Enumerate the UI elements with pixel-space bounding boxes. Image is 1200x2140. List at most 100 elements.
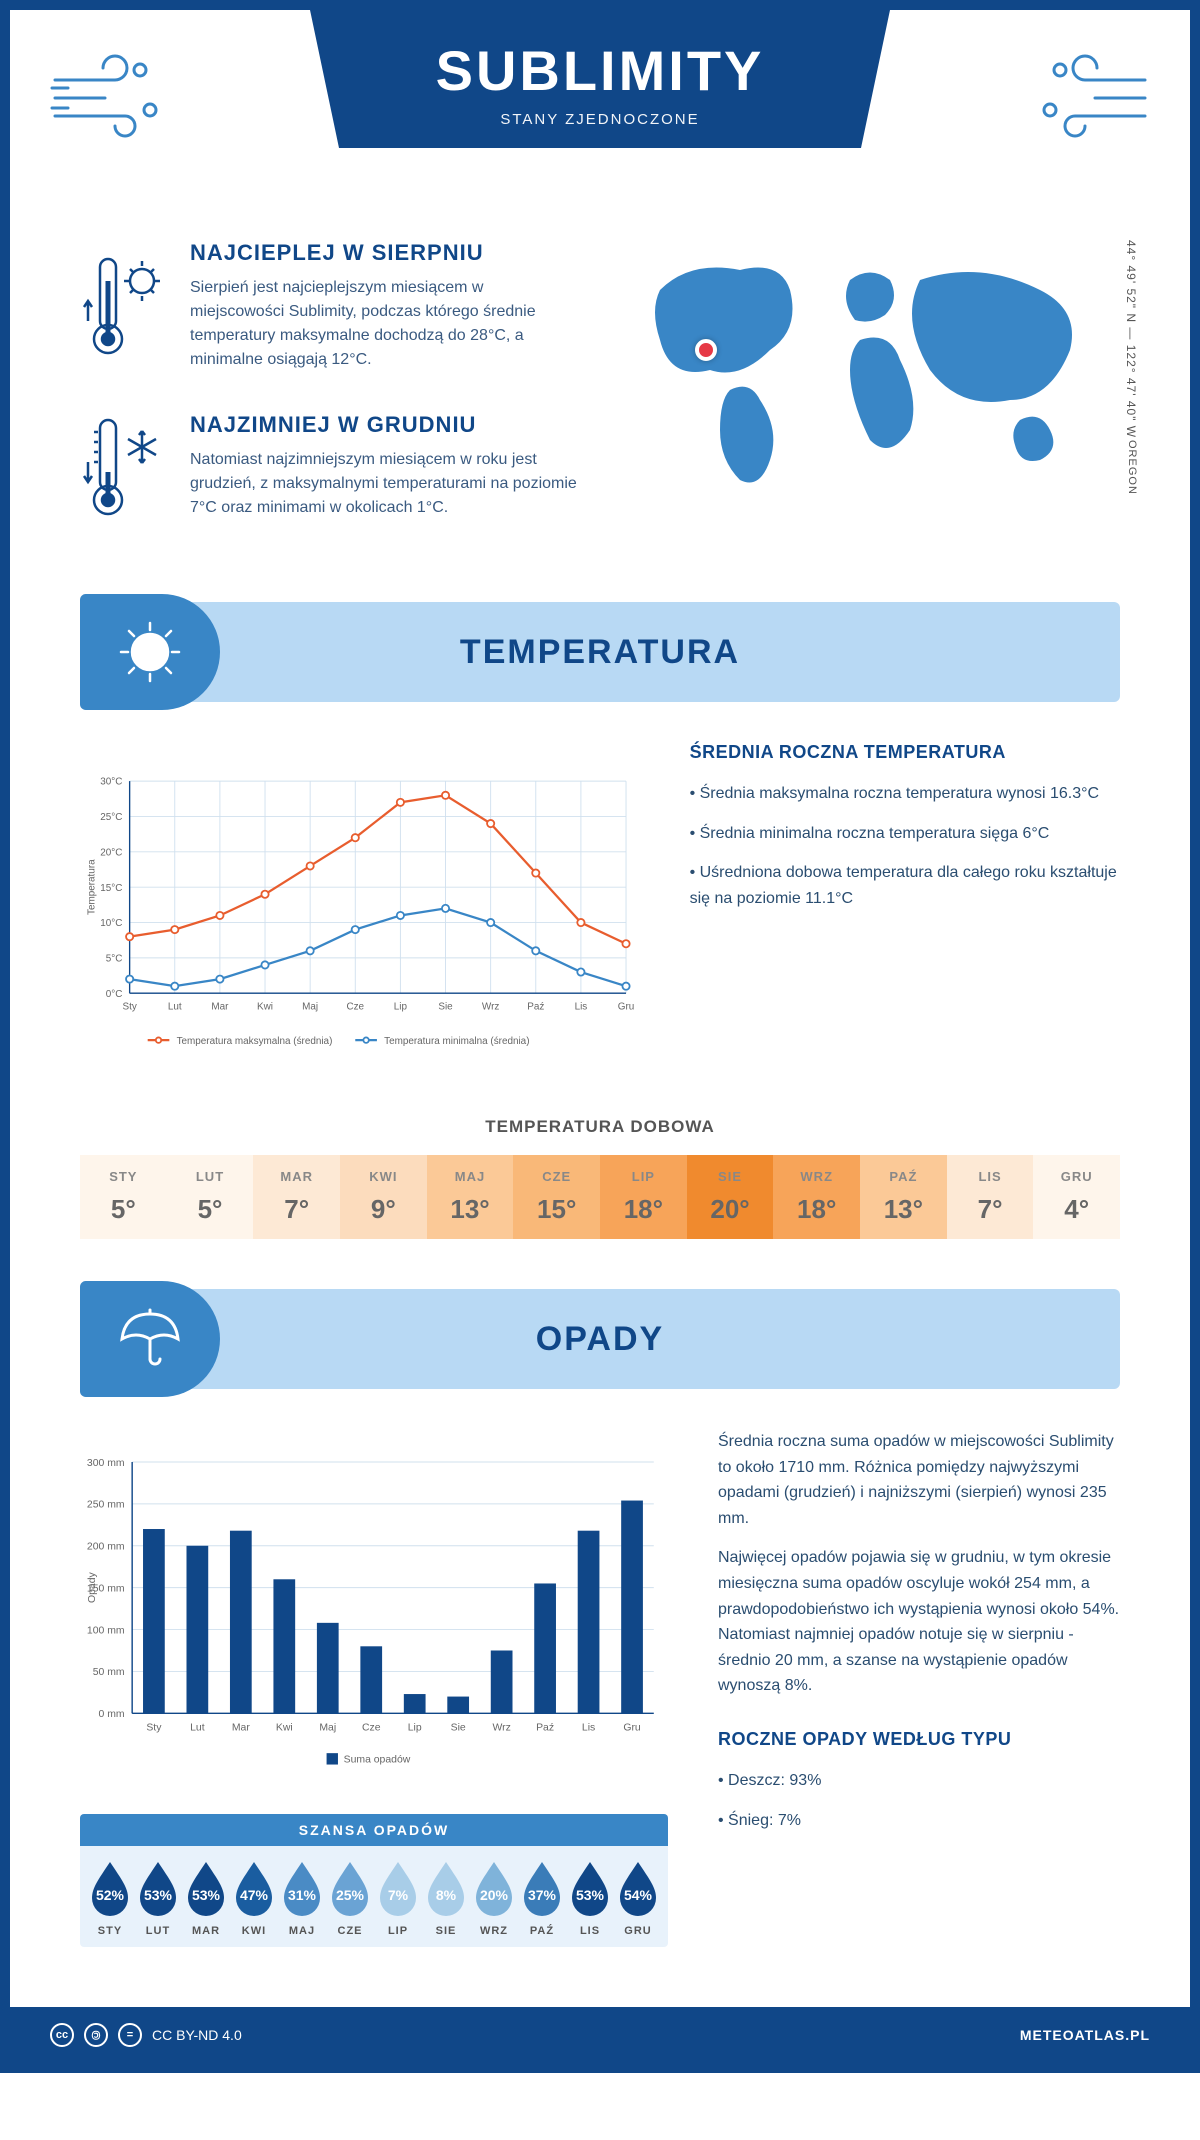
svg-text:300 mm: 300 mm — [87, 1458, 125, 1469]
region-label: OREGON — [1126, 440, 1138, 495]
svg-text:53%: 53% — [144, 1887, 173, 1903]
svg-text:Mar: Mar — [211, 1001, 229, 1012]
drop-cell: 25% CZE — [326, 1858, 374, 1937]
dobowa-cell: LIS7° — [947, 1155, 1034, 1239]
daily-temp-title: TEMPERATURA DOBOWA — [80, 1117, 1120, 1137]
opady-bar-chart: 0 mm50 mm100 mm150 mm200 mm250 mm300 mmS… — [80, 1429, 668, 1789]
svg-text:Cze: Cze — [346, 1001, 364, 1012]
drop-cell: 20% WRZ — [470, 1858, 518, 1937]
svg-text:Lut: Lut — [190, 1722, 205, 1733]
opady-type: • Śnieg: 7% — [718, 1808, 1120, 1834]
dobowa-cell: LUT5° — [167, 1155, 254, 1239]
svg-text:Temperatura minimalna (średnia: Temperatura minimalna (średnia) — [384, 1036, 529, 1047]
dobowa-cell: MAJ13° — [427, 1155, 514, 1239]
header: SUBLIMITY STANY ZJEDNOCZONE — [10, 10, 1190, 190]
svg-text:Wrz: Wrz — [482, 1001, 499, 1012]
temperature-title: TEMPERATURA — [460, 633, 740, 672]
temperature-line-chart: 0°C5°C10°C15°C20°C25°C30°CStyLutMarKwiMa… — [80, 742, 640, 1082]
license-text: CC BY-ND 4.0 — [152, 2027, 242, 2043]
svg-text:Temperatura: Temperatura — [86, 859, 97, 915]
dobowa-cell: STY5° — [80, 1155, 167, 1239]
svg-text:Temperatura maksymalna (średni: Temperatura maksymalna (średnia) — [177, 1036, 333, 1047]
svg-text:7%: 7% — [388, 1887, 409, 1903]
szansa-title: SZANSA OPADÓW — [80, 1814, 668, 1846]
opady-section-bar: OPADY — [80, 1289, 1120, 1389]
world-map — [620, 240, 1120, 500]
dobowa-cell: CZE15° — [513, 1155, 600, 1239]
szansa-section: SZANSA OPADÓW 52% STY 53% LUT 53% MAR 47… — [80, 1814, 668, 1947]
dobowa-cell: LIP18° — [600, 1155, 687, 1239]
drop-cell: 47% KWI — [230, 1858, 278, 1937]
dobowa-cell: PAŹ13° — [860, 1155, 947, 1239]
sun-icon — [80, 594, 220, 710]
wind-icon-left — [50, 50, 170, 140]
svg-text:0°C: 0°C — [106, 989, 123, 1000]
title-banner: SUBLIMITY STANY ZJEDNOCZONE — [310, 10, 890, 148]
cold-text: Natomiast najzimniejszym miesiącem w rok… — [190, 448, 580, 520]
hot-title: NAJCIEPLEJ W SIERPNIU — [190, 240, 580, 266]
by-icon: 🄯 — [84, 2023, 108, 2047]
svg-text:8%: 8% — [436, 1887, 457, 1903]
svg-text:20%: 20% — [480, 1887, 509, 1903]
svg-text:Kwi: Kwi — [257, 1001, 273, 1012]
svg-text:Sty: Sty — [146, 1722, 162, 1733]
thermometer-cold-icon — [80, 412, 170, 522]
drop-cell: 31% MAJ — [278, 1858, 326, 1937]
map-wrap: 44° 49' 52" N — 122° 47' 40" W OREGON — [620, 240, 1120, 562]
svg-text:100 mm: 100 mm — [87, 1625, 125, 1636]
drop-cell: 7% LIP — [374, 1858, 422, 1937]
svg-text:50 mm: 50 mm — [93, 1667, 125, 1678]
drop-cell: 52% STY — [86, 1858, 134, 1937]
drop-cell: 53% LUT — [134, 1858, 182, 1937]
opady-title: OPADY — [536, 1320, 664, 1359]
temperature-body: 0°C5°C10°C15°C20°C25°C30°CStyLutMarKwiMa… — [10, 702, 1190, 1107]
drop-cell: 54% GRU — [614, 1858, 662, 1937]
site-name: METEOATLAS.PL — [1020, 2027, 1150, 2043]
svg-text:Gru: Gru — [618, 1001, 635, 1012]
svg-text:Sie: Sie — [438, 1001, 453, 1012]
svg-text:Gru: Gru — [623, 1722, 641, 1733]
opady-p1: Średnia roczna suma opadów w miejscowośc… — [718, 1429, 1120, 1531]
svg-text:Kwi: Kwi — [276, 1722, 293, 1733]
svg-text:10°C: 10°C — [100, 918, 122, 929]
temp-bullet: • Uśredniona dobowa temperatura dla całe… — [690, 860, 1120, 911]
svg-text:54%: 54% — [624, 1887, 653, 1903]
drop-cell: 53% MAR — [182, 1858, 230, 1937]
svg-text:Paź: Paź — [536, 1722, 554, 1733]
svg-text:Lis: Lis — [575, 1001, 588, 1012]
intro-section: NAJCIEPLEJ W SIERPNIU Sierpień jest najc… — [10, 190, 1190, 592]
opady-p2: Najwięcej opadów pojawia się w grudniu, … — [718, 1545, 1120, 1699]
page: SUBLIMITY STANY ZJEDNOCZONE — [0, 0, 1200, 2073]
opady-type: • Deszcz: 93% — [718, 1768, 1120, 1794]
svg-text:200 mm: 200 mm — [87, 1542, 125, 1553]
svg-text:0 mm: 0 mm — [99, 1709, 125, 1720]
svg-text:Lis: Lis — [582, 1722, 595, 1733]
cc-icon: cc — [50, 2023, 74, 2047]
svg-text:Mar: Mar — [232, 1722, 250, 1733]
svg-text:53%: 53% — [576, 1887, 605, 1903]
opady-body: 0 mm50 mm100 mm150 mm200 mm250 mm300 mmS… — [10, 1389, 1190, 1967]
drop-cell: 8% SIE — [422, 1858, 470, 1937]
svg-text:Sie: Sie — [451, 1722, 466, 1733]
svg-text:Paź: Paź — [527, 1001, 544, 1012]
temperature-section-bar: TEMPERATURA — [80, 602, 1120, 702]
svg-text:250 mm: 250 mm — [87, 1500, 125, 1511]
cold-block: NAJZIMNIEJ W GRUDNIU Natomiast najzimnie… — [80, 412, 580, 522]
dobowa-cell: GRU4° — [1033, 1155, 1120, 1239]
svg-text:25°C: 25°C — [100, 812, 122, 823]
svg-text:Suma opadów: Suma opadów — [344, 1755, 411, 1766]
hot-text: Sierpień jest najcieplejszym miesiącem w… — [190, 276, 580, 372]
svg-text:20°C: 20°C — [100, 847, 122, 858]
svg-text:Sty: Sty — [122, 1001, 136, 1012]
svg-text:Lip: Lip — [408, 1722, 422, 1733]
umbrella-icon — [80, 1281, 220, 1397]
dobowa-cell: KWI9° — [340, 1155, 427, 1239]
svg-text:Maj: Maj — [302, 1001, 318, 1012]
svg-text:47%: 47% — [240, 1887, 269, 1903]
svg-text:25%: 25% — [336, 1887, 365, 1903]
svg-text:Lut: Lut — [168, 1001, 182, 1012]
svg-text:15°C: 15°C — [100, 883, 122, 894]
daily-temp-section: TEMPERATURA DOBOWA STY5°LUT5°MAR7°KWI9°M… — [10, 1107, 1190, 1279]
temp-bullet: • Średnia minimalna roczna temperatura s… — [690, 821, 1120, 847]
svg-text:30°C: 30°C — [100, 777, 122, 788]
